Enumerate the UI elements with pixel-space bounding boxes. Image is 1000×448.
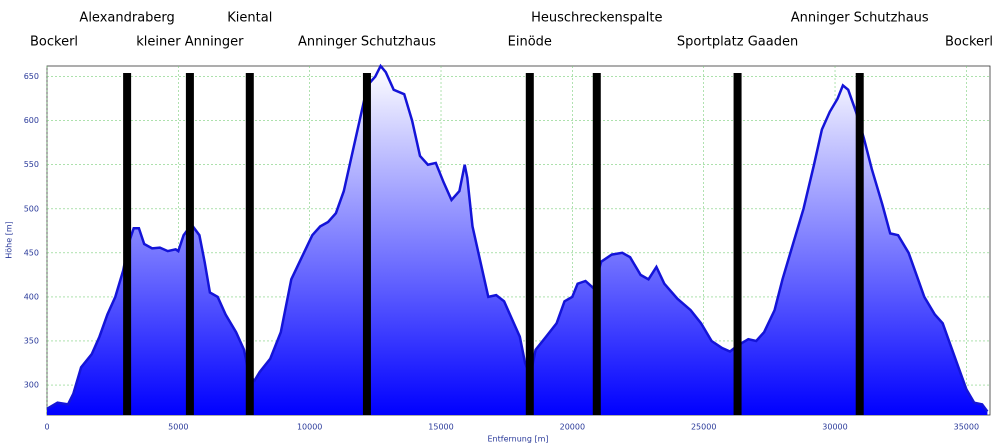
waypoint-bar (362, 73, 371, 415)
waypoint-bar (525, 73, 534, 415)
x-tick-label: 30000 (822, 423, 847, 432)
waypoint-label: Sportplatz Gaaden (677, 35, 798, 50)
x-tick-label: 15000 (428, 423, 453, 432)
waypoint-bar (245, 73, 254, 415)
x-axis-label: Entfernung [m] (487, 435, 548, 444)
waypoint-bar (185, 73, 194, 415)
x-tick-label: 5000 (168, 423, 188, 432)
waypoint-label: Anninger Schutzhaus (791, 11, 929, 26)
y-tick-label: 300 (24, 381, 39, 390)
waypoint-label: Heuschreckenspalte (531, 11, 662, 26)
y-tick-label: 400 (24, 292, 39, 301)
waypoint-bar (123, 73, 132, 415)
waypoint-bar (733, 73, 742, 415)
y-tick-label: 450 (24, 248, 39, 257)
waypoint-label: Bockerl (30, 35, 78, 50)
waypoint-label: Kiental (227, 11, 272, 26)
y-tick-label: 650 (24, 72, 39, 81)
y-axis-label: Höhe [m] (5, 221, 14, 258)
waypoint-label: Anninger Schutzhaus (298, 35, 436, 50)
waypoint-label: Einöde (508, 35, 552, 50)
waypoint-bar (855, 73, 864, 415)
y-tick-label: 500 (24, 204, 39, 213)
waypoint-label: Bockerl (945, 35, 993, 50)
x-tick-label: 35000 (954, 423, 979, 432)
waypoint-label: Alexandraberg (79, 11, 174, 26)
y-tick-label: 350 (24, 336, 39, 345)
x-tick-label: 25000 (691, 423, 716, 432)
x-tick-label: 10000 (297, 423, 322, 432)
x-tick-label: 0 (44, 423, 49, 432)
x-tick-label: 20000 (560, 423, 585, 432)
y-tick-label: 550 (24, 160, 39, 169)
waypoint-label: kleiner Anninger (136, 35, 244, 50)
y-tick-label: 600 (24, 116, 39, 125)
waypoint-bar (592, 73, 601, 415)
